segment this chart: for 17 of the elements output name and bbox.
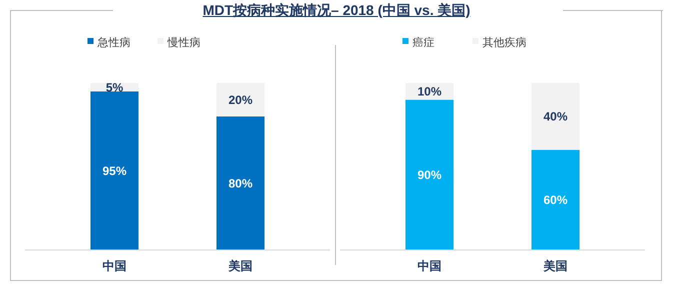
chart-title: MDT按病种实施情况– 2018 (中国 vs. 美国) xyxy=(202,2,472,20)
x-tick-label: 美国 xyxy=(228,259,252,273)
data-label: 80% xyxy=(228,176,253,190)
data-label: 10% xyxy=(417,84,442,99)
x-tick-label: 中国 xyxy=(102,259,126,273)
legend-label: 其他疾病 xyxy=(482,36,526,49)
data-label: 5% xyxy=(106,80,124,94)
data-label: 60% xyxy=(543,193,568,208)
x-tick-label: 美国 xyxy=(542,259,568,273)
data-label: 40% xyxy=(543,110,568,124)
data-label: 90% xyxy=(417,168,442,182)
data-label: 20% xyxy=(228,92,253,107)
legend-label: 急性病 xyxy=(96,36,130,49)
x-tick-label: 中国 xyxy=(418,259,442,273)
legend-label: 慢性病 xyxy=(166,36,200,49)
legend-label: 癌症 xyxy=(412,36,434,49)
data-label: 95% xyxy=(102,164,127,178)
